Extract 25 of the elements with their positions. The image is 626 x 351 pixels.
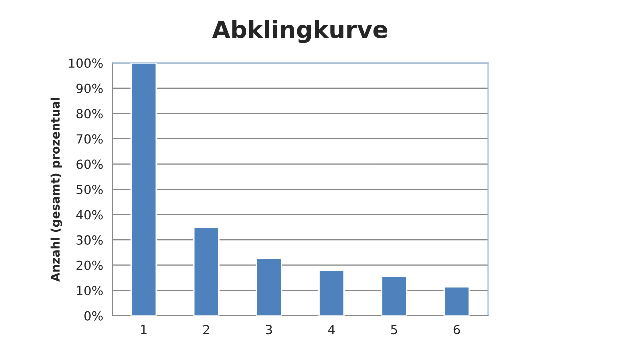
y-tick-label: 50% <box>76 185 103 194</box>
x-tick-label: 6 <box>454 325 460 335</box>
bar <box>318 270 345 316</box>
x-tick-label: 2 <box>204 325 210 334</box>
y-tick-label: 60% <box>76 160 103 170</box>
y-tick-label: 0% <box>84 311 103 321</box>
y-tick-label: 30% <box>76 236 103 246</box>
y-tick-label: 80% <box>76 109 103 119</box>
y-axis-title: Anzahl (gesamt) prozentual <box>50 98 62 282</box>
y-tick-label: 20% <box>76 260 103 270</box>
bar <box>381 276 408 316</box>
x-tick-label: 5 <box>391 325 398 335</box>
bar <box>193 226 220 316</box>
bar <box>256 258 282 316</box>
bar <box>130 63 158 316</box>
y-tick-label: 100% <box>69 58 103 68</box>
x-tick-label: 3 <box>266 325 272 335</box>
chart-title: Abklingkurve <box>212 20 388 44</box>
x-tick-label: 1 <box>141 325 147 334</box>
y-tick-label: 40% <box>76 210 103 220</box>
y-tick-label: 90% <box>76 84 103 94</box>
bar <box>444 286 470 316</box>
y-tick-label: 70% <box>76 134 103 144</box>
x-tick-label: 4 <box>328 325 336 334</box>
y-tick-label: 10% <box>77 286 103 296</box>
